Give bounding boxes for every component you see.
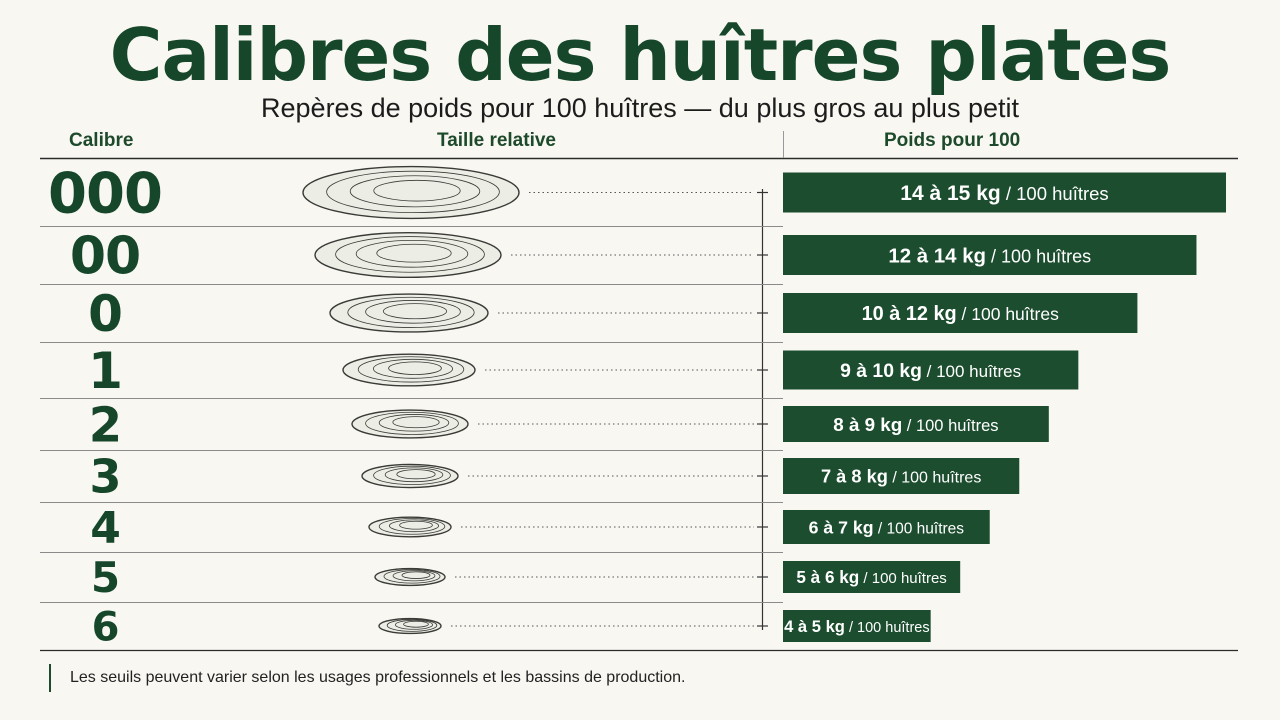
oyster-ring — [382, 303, 447, 320]
oyster-ring — [357, 356, 465, 383]
footnote: Les seuils peuvent varier selon les usag… — [70, 669, 686, 686]
calibre-label: 00 — [70, 227, 140, 287]
oyster-ring — [394, 619, 433, 630]
column-header-calibre: Calibre — [69, 130, 134, 151]
oyster-ring — [314, 231, 502, 279]
oyster-ring — [355, 240, 469, 268]
value-bar — [783, 350, 1079, 390]
oyster-ring — [401, 571, 431, 579]
value-bar — [783, 510, 990, 544]
calibre-label: 3 — [89, 450, 120, 504]
oyster-ring — [361, 463, 459, 489]
bar-value-label: 6 à 7 kg / 100 huîtres — [809, 517, 965, 537]
oyster-ring — [383, 569, 441, 584]
oyster-icon — [368, 516, 452, 538]
bar-value-label: 12 à 14 kg / 100 huîtres — [888, 244, 1091, 267]
oyster-ring — [326, 170, 500, 214]
footnote-accent — [49, 664, 51, 692]
calibre-label: 1 — [88, 342, 122, 400]
value-bar — [783, 561, 961, 593]
calibre-label: 5 — [91, 553, 119, 602]
value-bar — [783, 235, 1197, 275]
calibre-label: 2 — [89, 397, 121, 453]
oyster-ring — [399, 520, 433, 530]
oyster-ring — [392, 570, 436, 582]
calibre-label: 000 — [48, 162, 162, 227]
bar-value-label: 10 à 12 kg / 100 huîtres — [862, 303, 1060, 325]
value-bar — [783, 172, 1226, 213]
oyster-ring — [373, 179, 461, 202]
oyster-ring — [376, 243, 452, 263]
oyster-ring — [329, 293, 489, 333]
calibre-label: 6 — [92, 604, 119, 650]
oyster-ring — [372, 358, 453, 379]
oyster-ring — [396, 469, 436, 480]
oyster-ring — [386, 619, 438, 632]
calibre-label: 0 — [88, 285, 122, 343]
oyster-ring — [388, 361, 442, 375]
oyster-ring — [388, 519, 439, 533]
oyster-ring — [342, 353, 476, 387]
bar-value-label: 4 à 5 kg / 100 huîtres — [784, 617, 930, 636]
bar-value-label: 7 à 8 kg / 100 huîtres — [821, 466, 981, 487]
oyster-icon — [314, 231, 502, 279]
oyster-ring — [347, 296, 475, 328]
column-header-taille: Taille relative — [437, 130, 556, 151]
bar-value-label: 9 à 10 kg / 100 huîtres — [840, 360, 1021, 382]
oyster-icon — [374, 567, 446, 587]
oyster-ring — [373, 465, 451, 486]
oyster-icon — [302, 165, 520, 220]
value-bar — [783, 610, 931, 642]
value-bar — [783, 406, 1049, 442]
oyster-ring — [378, 414, 450, 432]
bar-value-label: 14 à 15 kg / 100 huîtres — [900, 182, 1108, 205]
calibre-label: 4 — [90, 503, 120, 554]
oyster-icon — [329, 293, 489, 333]
oyster-icon — [351, 409, 469, 439]
bar-value-label: 5 à 6 kg / 100 huîtres — [796, 567, 946, 587]
oyster-ring — [378, 518, 446, 535]
oyster-ring — [403, 620, 429, 628]
bar-value-label: 8 à 9 kg / 100 huîtres — [833, 414, 998, 435]
oyster-ring — [365, 300, 461, 324]
oyster-ring — [335, 236, 485, 273]
oyster-ring — [302, 165, 520, 220]
column-header-poids: Poids pour 100 — [884, 130, 1021, 151]
oyster-ring — [349, 175, 481, 208]
value-bar — [783, 293, 1138, 333]
chart-title: Calibres des huîtres plates — [109, 13, 1172, 97]
value-bar — [783, 458, 1020, 494]
oyster-ring — [392, 416, 440, 429]
oyster-ring — [384, 467, 444, 483]
oyster-icon — [342, 353, 476, 387]
oyster-ring — [365, 411, 459, 435]
chart-subtitle: Repères de poids pour 100 huîtres — du p… — [261, 93, 1019, 123]
oyster-icon — [361, 463, 459, 489]
oyster-icon — [378, 617, 442, 635]
